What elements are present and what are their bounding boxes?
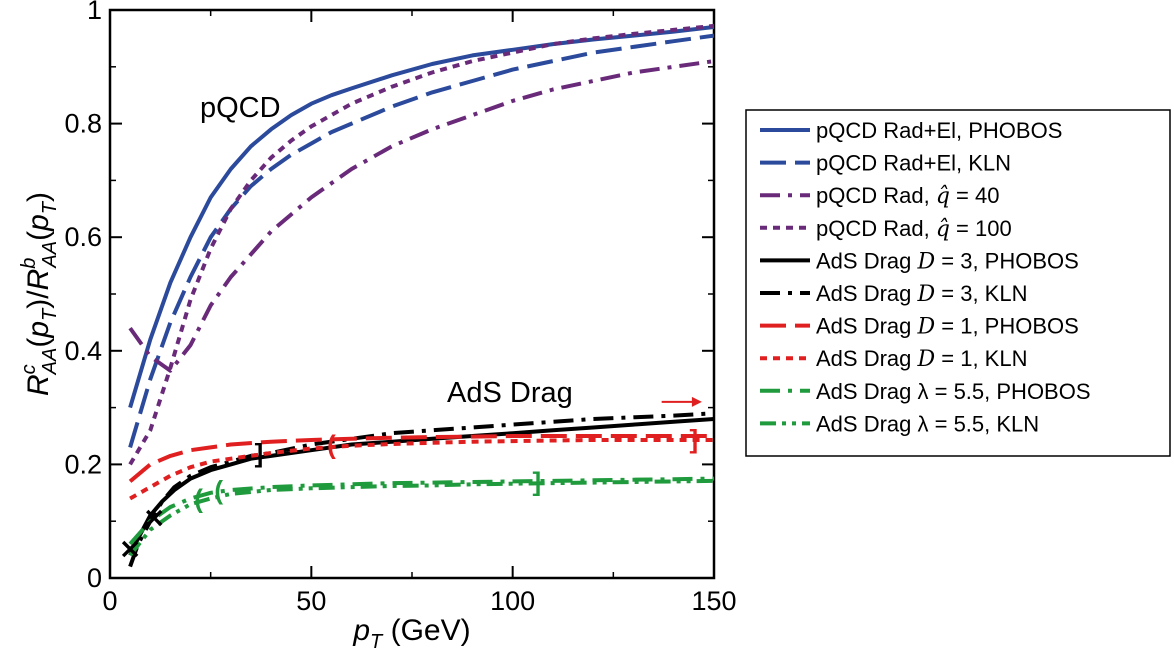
- y-tick-label: 0.6: [64, 222, 102, 252]
- series-line-3: [128, 23, 714, 466]
- series-line-2: [128, 59, 714, 373]
- validity-marker-5: (: [194, 483, 203, 513]
- series-layer: [128, 23, 714, 568]
- x-axis-title: pT (GeV): [352, 614, 470, 653]
- series-line-9: [128, 478, 714, 557]
- x-tick-label: 0: [102, 586, 117, 616]
- y-tick-label: 1: [87, 0, 102, 25]
- y-tick-label: 0.8: [64, 109, 102, 139]
- validity-markers: ✕✕] (] ( (]: [119, 396, 702, 565]
- legend-label-1: pQCD Rad+El, KLN: [816, 151, 1011, 176]
- legend-label-7: AdS Drag D = 1, KLN: [816, 346, 1027, 372]
- series-line-6: [128, 434, 714, 483]
- legend-label-9: AdS Drag λ = 5.5, KLN: [816, 411, 1039, 436]
- y-tick-label: 0: [87, 563, 102, 593]
- validity-marker-2: ]: [255, 438, 264, 468]
- validity-marker-3: (: [327, 430, 336, 460]
- legend-label-8: AdS Drag λ = 5.5, PHOBOS: [816, 379, 1091, 404]
- axis-ticks: 0 50 100 150 0 0.2 0.4 0.6 0.8 1: [64, 0, 736, 616]
- x-tick-label: 100: [490, 586, 535, 616]
- legend-label-4: AdS Drag D = 3, PHOBOS: [816, 248, 1079, 274]
- series-line-8: [128, 476, 714, 546]
- legend-label-3: pQCD Rad, q̂ = 100: [816, 216, 1012, 242]
- validity-marker-6: (: [214, 475, 223, 505]
- series-line-7: [129, 438, 714, 501]
- validity-marker-7: ]: [532, 466, 541, 496]
- range-arrow-head: [691, 396, 702, 407]
- svg-text:RcAA(pT)/RbAA(pT): RcAA(pT)/RbAA(pT): [18, 192, 61, 396]
- annotation-ads-drag: AdS Drag: [447, 377, 573, 409]
- validity-marker-1: ✕: [143, 503, 165, 533]
- x-tick-label: 50: [296, 586, 326, 616]
- series-line-0: [128, 25, 714, 409]
- legend-box: [745, 109, 1171, 457]
- legend-label-0: pQCD Rad+El, PHOBOS: [816, 118, 1062, 143]
- legend-label-2: pQCD Rad, q̂ = 40: [816, 183, 999, 209]
- y-tick-label: 0.4: [64, 336, 102, 366]
- y-tick-label: 0.2: [64, 449, 102, 479]
- validity-marker-4: ]: [690, 424, 699, 454]
- series-line-1: [128, 33, 714, 448]
- validity-marker-0: ✕: [119, 535, 141, 565]
- series-line-4: [128, 417, 714, 557]
- legend-label-5: AdS Drag D = 3, KLN: [816, 281, 1027, 307]
- legend-label-6: AdS Drag D = 1, PHOBOS: [816, 314, 1079, 340]
- y-axis-title: RcAA(pT)/RbAA(pT): [18, 192, 61, 396]
- annotation-pqcd: pQCD: [200, 92, 281, 124]
- x-tick-label: 150: [691, 586, 736, 616]
- legend: pQCD Rad+El, PHOBOS pQCD Rad+El, KLN pQCD …: [745, 109, 1171, 457]
